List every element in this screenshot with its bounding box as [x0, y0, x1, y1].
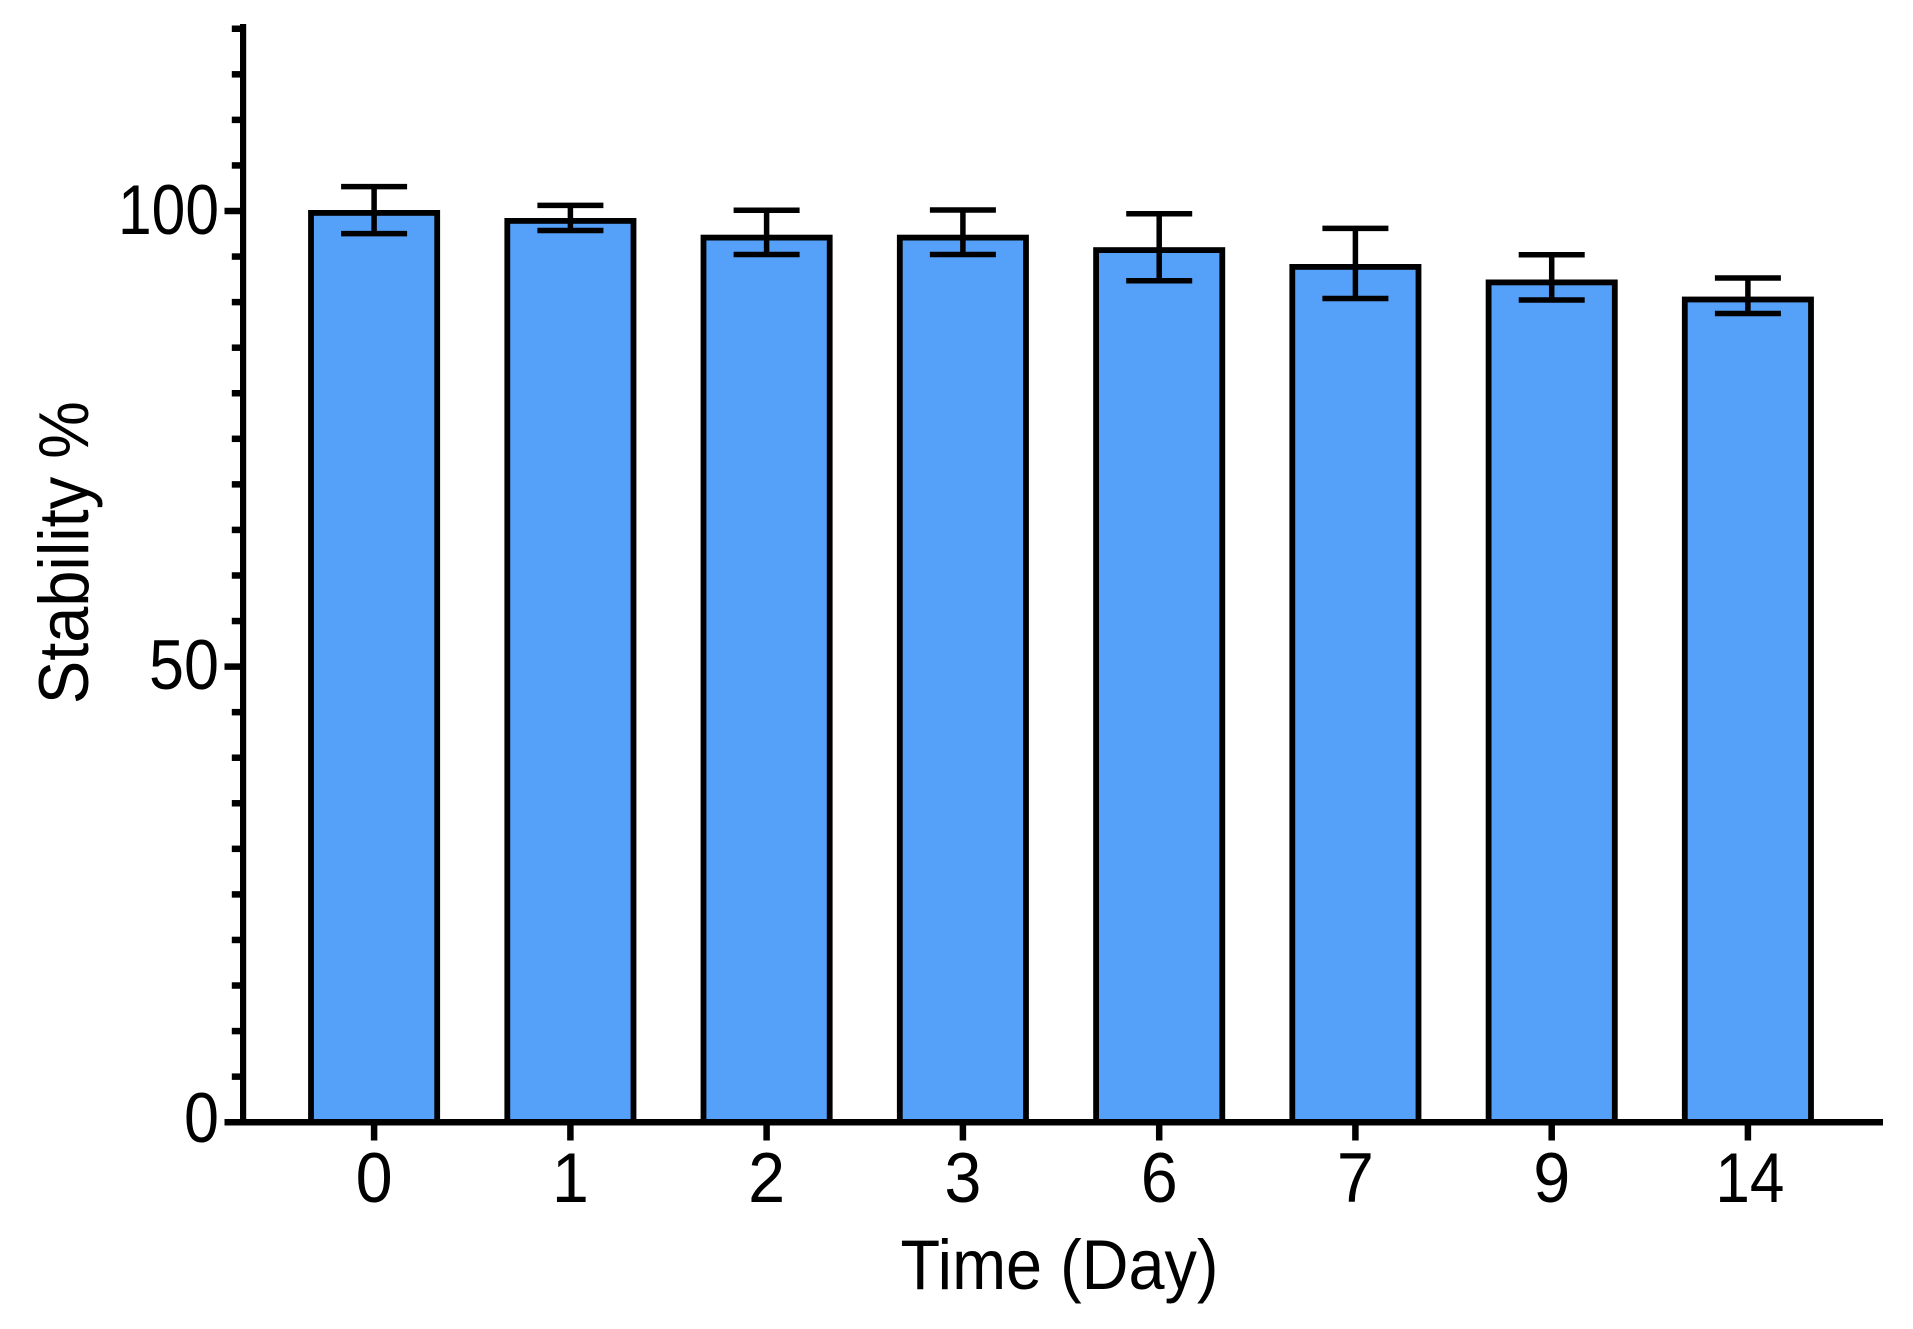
svg-text:0: 0	[184, 1078, 219, 1157]
svg-text:50: 50	[149, 625, 219, 704]
svg-text:6: 6	[1141, 1138, 1178, 1217]
svg-text:3: 3	[944, 1138, 981, 1217]
svg-text:2: 2	[748, 1138, 785, 1217]
svg-text:1: 1	[552, 1138, 589, 1217]
svg-text:9: 9	[1533, 1138, 1570, 1217]
svg-text:14: 14	[1715, 1138, 1784, 1217]
svg-text:7: 7	[1337, 1138, 1374, 1217]
svg-text:Time (Day): Time (Day)	[901, 1225, 1219, 1304]
svg-text:0: 0	[356, 1138, 393, 1217]
svg-text:100: 100	[118, 170, 219, 249]
svg-text:Stability %: Stability %	[24, 401, 103, 704]
